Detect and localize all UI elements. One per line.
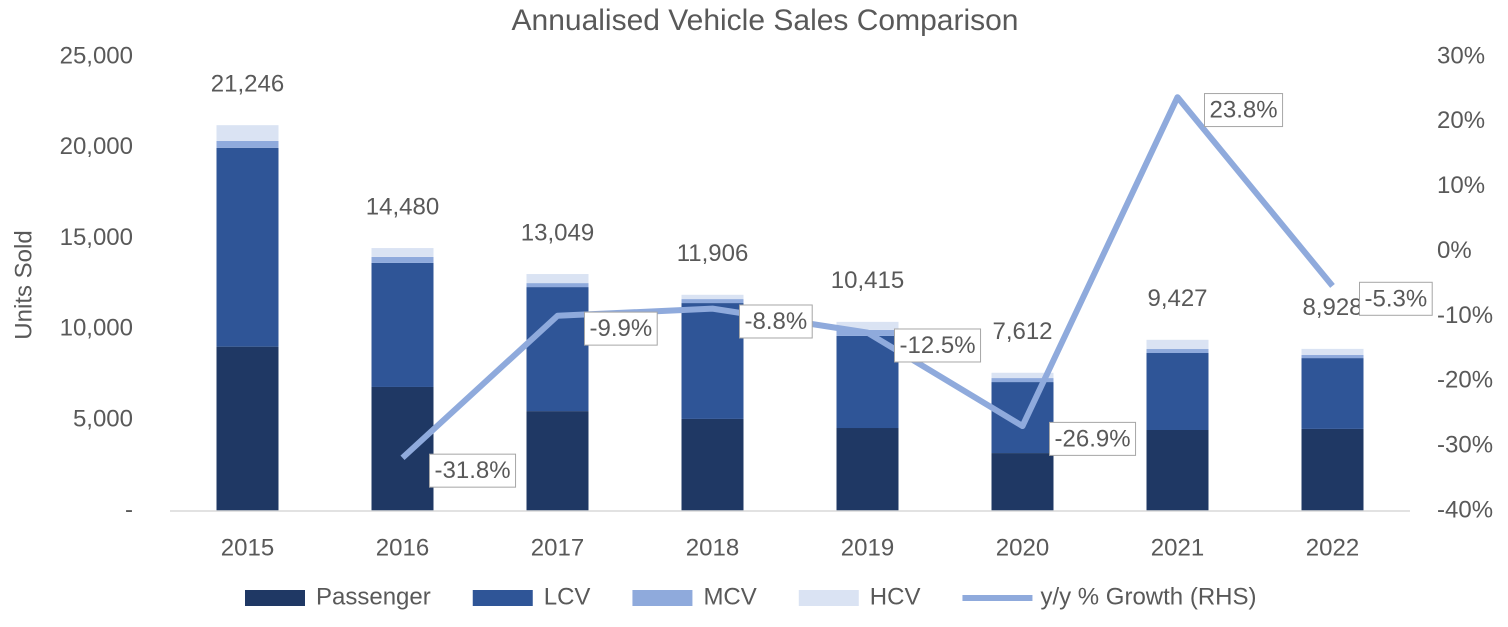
bar-segment — [371, 386, 434, 511]
bar-segment — [991, 453, 1054, 511]
y2-tick-label: 0% — [1437, 237, 1472, 264]
bar-segment — [681, 299, 744, 304]
total-label: 10,415 — [831, 267, 904, 294]
data-label-box — [894, 328, 982, 363]
bar-segment — [836, 428, 899, 511]
x-tick-label: 2022 — [1306, 534, 1359, 561]
y2-tick-label: 10% — [1437, 172, 1485, 199]
data-label: -5.3% — [1365, 285, 1428, 312]
data-label: -9.9% — [590, 315, 653, 342]
y-tick-label: - — [125, 496, 133, 523]
bar-segment — [526, 283, 589, 288]
total-label: 7,612 — [992, 318, 1052, 345]
y2-tick-label: 30% — [1437, 42, 1485, 69]
y-tick-label: 10,000 — [60, 315, 133, 342]
bar-segment — [526, 411, 589, 511]
legend-swatch — [632, 590, 693, 606]
chart-title: Annualised Vehicle Sales Comparison — [512, 4, 1019, 37]
x-tick-label: 2015 — [221, 534, 274, 561]
legend-label: Passenger — [316, 583, 431, 610]
total-label: 8,928 — [1302, 294, 1362, 321]
total-label: 9,427 — [1147, 285, 1207, 312]
data-label: -8.8% — [745, 308, 808, 335]
bar-segment — [1301, 428, 1364, 511]
legend-label: HCV — [870, 583, 921, 610]
legend-swatch — [245, 590, 305, 606]
total-label: 21,246 — [211, 71, 284, 98]
y2-tick-label: -40% — [1437, 496, 1493, 523]
data-label: -12.5% — [900, 332, 976, 359]
bar-segment — [216, 125, 279, 141]
y-tick-label: 25,000 — [60, 42, 133, 69]
bar-segment — [1301, 355, 1364, 359]
bar-segment — [371, 262, 434, 387]
y-tick-label: 5,000 — [73, 406, 133, 433]
legend-label: MCV — [703, 583, 756, 610]
legend-label: LCV — [544, 583, 591, 610]
data-label-box — [1204, 93, 1284, 128]
total-label: 11,906 — [677, 240, 749, 267]
bar-segment — [371, 256, 434, 263]
bar-segment — [216, 147, 279, 347]
bar-segment — [526, 274, 589, 284]
x-tick-label: 2017 — [531, 534, 584, 561]
total-label: 13,049 — [521, 219, 594, 246]
x-tick-label: 2020 — [996, 534, 1049, 561]
y-axis-label: Units Sold — [10, 230, 37, 339]
bar-segment — [1146, 339, 1209, 350]
x-tick-label: 2019 — [841, 534, 894, 561]
x-tick-label: 2018 — [686, 534, 739, 561]
data-label-box — [584, 311, 658, 346]
bar-segment — [216, 346, 279, 511]
bar-segment — [1146, 349, 1209, 354]
bar-segment — [836, 335, 899, 429]
y2-tick-label: -20% — [1437, 367, 1493, 394]
bar-segment — [526, 287, 589, 412]
bar-segment — [1301, 348, 1364, 356]
bar-segment — [836, 321, 899, 330]
bar-segment — [371, 248, 434, 257]
legend-swatch — [798, 590, 859, 606]
x-tick-label: 2021 — [1151, 534, 1204, 561]
bar-segment — [991, 378, 1054, 383]
data-label: -31.8% — [435, 457, 511, 484]
bar-segment — [681, 294, 744, 300]
data-label-box — [1049, 421, 1137, 456]
y2-tick-label: -30% — [1437, 431, 1493, 458]
y-tick-label: 15,000 — [60, 224, 133, 251]
total-label: 14,480 — [366, 193, 439, 220]
data-label-box — [429, 453, 517, 488]
y2-tick-label: -10% — [1437, 302, 1493, 329]
bar-segment — [991, 382, 1054, 454]
data-label-box — [1359, 281, 1433, 316]
bar-segment — [1146, 353, 1209, 431]
data-label-box — [739, 304, 813, 339]
y2-tick-label: 20% — [1437, 107, 1485, 134]
bar-segment — [991, 372, 1054, 379]
legend-label: y/y % Growth (RHS) — [1040, 583, 1256, 610]
bar-segment — [216, 140, 279, 148]
x-tick-label: 2016 — [376, 534, 429, 561]
bar-segment — [681, 418, 744, 511]
y-tick-label: 20,000 — [60, 133, 133, 160]
line-series — [400, 94, 1335, 461]
data-label: -26.9% — [1055, 425, 1131, 452]
data-label: 23.8% — [1210, 97, 1278, 124]
bar-segment — [1146, 430, 1209, 511]
bar-segment — [1301, 358, 1364, 429]
legend-swatch — [472, 590, 533, 606]
bar-segment — [681, 303, 744, 419]
